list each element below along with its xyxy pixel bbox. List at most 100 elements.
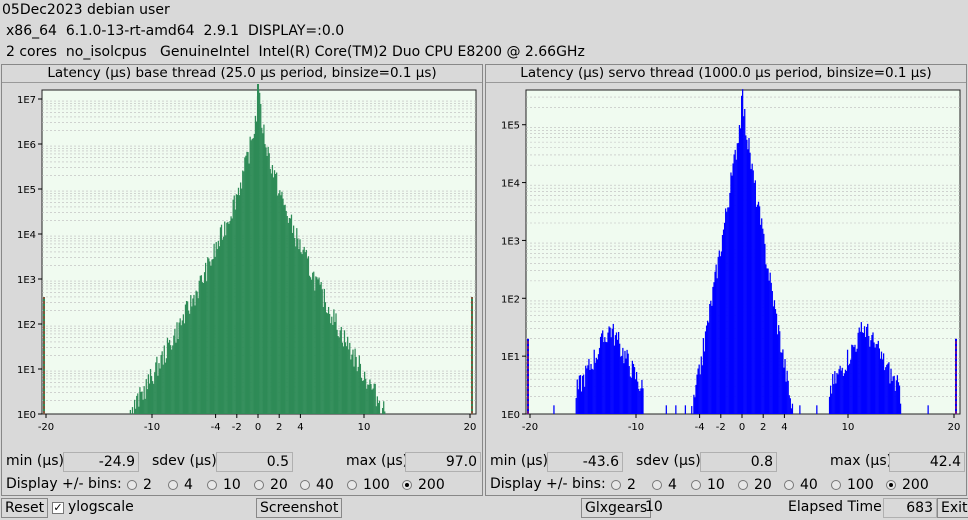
radio-indicator[interactable] [207, 480, 217, 490]
histogram-bar [852, 345, 854, 414]
ylogscale-checkbox[interactable]: ✓ [52, 501, 64, 514]
histogram-bar [754, 180, 756, 414]
histogram-bar [731, 175, 733, 414]
histogram-bar [368, 384, 370, 414]
bins-radio-200[interactable]: 200 [886, 477, 929, 493]
reset-button[interactable]: Reset [1, 498, 49, 518]
x-tick-label: -10 [628, 422, 644, 433]
histogram-bar [787, 380, 789, 414]
histogram-bar [308, 275, 311, 414]
histogram-bar [860, 322, 862, 414]
histogram-bar [297, 238, 299, 414]
glxgears-button[interactable]: Glxgears [581, 498, 652, 518]
histogram-bar [743, 116, 745, 414]
histogram-bar [360, 377, 363, 414]
bins-radio-10[interactable]: 10 [691, 477, 725, 493]
min-label: min (µs) [6, 453, 64, 469]
histogram-bar [299, 239, 301, 414]
y-tick-label: 1E4 [17, 230, 36, 241]
x-tick-label: 2 [276, 422, 282, 433]
histogram-bar [580, 391, 583, 414]
bins-radio-2[interactable]: 2 [127, 477, 152, 493]
histogram-bar [766, 268, 768, 414]
histogram-bar [277, 195, 279, 414]
bins-radio-40[interactable]: 40 [300, 477, 334, 493]
radio-indicator[interactable] [691, 480, 701, 490]
bins-radio-2[interactable]: 2 [611, 477, 636, 493]
radio-indicator[interactable] [611, 480, 621, 490]
histogram-bar [700, 356, 702, 414]
sdev-value: 0.8 [700, 452, 777, 472]
histogram-bar [855, 351, 857, 414]
histogram-bar [846, 349, 849, 414]
histogram-bar [282, 198, 284, 414]
histogram-bar [753, 182, 755, 414]
bins-radio-20[interactable]: 20 [254, 477, 288, 493]
histogram-bar [755, 206, 758, 414]
histogram-bar [735, 159, 737, 414]
histogram-bar [210, 265, 212, 414]
radio-indicator[interactable] [784, 480, 794, 490]
histogram-bar [357, 366, 359, 414]
bins-radio-100[interactable]: 100 [831, 477, 874, 493]
histogram-bar [882, 353, 885, 414]
radio-label: 4 [668, 477, 677, 493]
x-tick-label: -2 [232, 422, 242, 433]
base-thread-title: Latency (µs) base thread (25.0 µs period… [2, 65, 482, 83]
max-label: max (µs) [346, 453, 409, 469]
histogram-bar [863, 326, 866, 414]
radio-indicator[interactable] [652, 480, 662, 490]
histogram-bar [144, 398, 146, 414]
histogram-bar [263, 124, 265, 414]
x-tick-label: 10 [842, 422, 855, 433]
histogram-bar [190, 295, 192, 414]
bins-radio-10[interactable]: 10 [207, 477, 241, 493]
histogram-bar [867, 323, 869, 414]
histogram-bar [153, 383, 155, 414]
histogram-bar [751, 163, 753, 414]
exit-button[interactable]: Exit [937, 498, 968, 518]
histogram-bar [374, 383, 376, 414]
bins-radio-4[interactable]: 4 [652, 477, 677, 493]
histogram-bar [305, 249, 307, 414]
histogram-bar [183, 323, 186, 414]
histogram-bar [834, 371, 836, 414]
histogram-bar [294, 237, 296, 414]
histogram-bar [162, 364, 164, 414]
radio-indicator[interactable] [127, 480, 137, 490]
radio-indicator[interactable] [738, 480, 748, 490]
bins-radio-20[interactable]: 20 [738, 477, 772, 493]
bins-radio-40[interactable]: 40 [784, 477, 818, 493]
bins-radio-100[interactable]: 100 [347, 477, 390, 493]
radio-indicator[interactable] [347, 480, 357, 490]
histogram-bar [131, 407, 134, 414]
bins-radio-200[interactable]: 200 [402, 477, 445, 493]
x-tick-label: -10 [144, 422, 160, 433]
radio-indicator[interactable] [168, 480, 178, 490]
elapsed-time-label: Elapsed Time: [788, 499, 887, 515]
radio-indicator[interactable] [254, 480, 264, 490]
histogram-bar [304, 252, 306, 414]
histogram-bar [617, 331, 620, 414]
histogram-bar [878, 348, 880, 414]
radio-indicator-selected[interactable] [402, 480, 412, 490]
histogram-bar [733, 154, 735, 414]
radio-indicator-selected[interactable] [886, 480, 896, 490]
screenshot-button[interactable]: Screenshot [256, 498, 343, 518]
histogram-bar [711, 305, 713, 414]
histogram-bar [214, 256, 216, 414]
histogram-bar [598, 347, 601, 414]
radio-indicator[interactable] [300, 480, 310, 490]
histogram-bar [576, 379, 578, 414]
histogram-bar [291, 232, 294, 414]
y-tick-label: 1E6 [17, 140, 36, 151]
histogram-bar [264, 144, 266, 414]
histogram-bar [697, 368, 699, 414]
x-tick-label: 0 [255, 422, 261, 433]
histogram-bar [166, 337, 169, 414]
histogram-bar [281, 191, 283, 414]
histogram-bar [338, 337, 340, 414]
radio-indicator[interactable] [831, 480, 841, 490]
bins-radio-4[interactable]: 4 [168, 477, 193, 493]
histogram-bar [143, 386, 145, 414]
